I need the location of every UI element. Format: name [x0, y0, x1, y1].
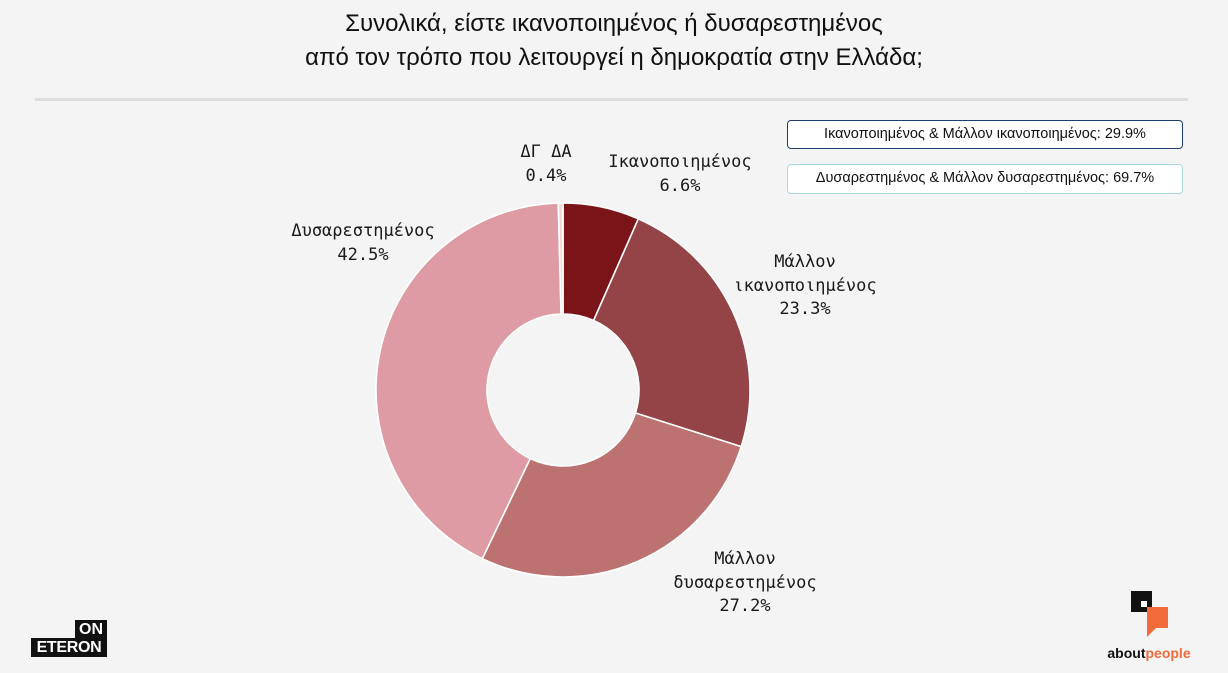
slice-value-label: 27.2% — [719, 596, 771, 617]
chart-title: Συνολικά, είστε ικανοποιημένος ή δυσαρεσ… — [305, 10, 923, 71]
donut-slice-dissatisfied — [375, 202, 562, 560]
aboutpeople-logo-icon — [1131, 591, 1168, 637]
aboutpeople-logo-text: aboutpeople — [1099, 644, 1199, 662]
logo-on-text: ON — [75, 620, 107, 638]
slice-label-group: Μάλλον ικανοποιημένος 23.3% — [720, 251, 890, 322]
title-divider — [35, 98, 1188, 101]
slice-label-group: Δυσαρεστημένος 42.5% — [278, 220, 448, 267]
annotation-dissatisfied-total: Δυσαρεστημένος & Μάλλον δυσαρεστημένος: … — [787, 164, 1183, 194]
slice-label-group: Ικανοποιημένος 6.6% — [595, 151, 765, 198]
slice-label-group: Μάλλον δυσαρεστημένος 27.2% — [660, 548, 830, 619]
slice-category-label: Δυσαρεστημένος — [291, 221, 435, 242]
logo-about-text: about — [1107, 645, 1146, 661]
slice-value-label: 42.5% — [337, 244, 389, 265]
annotation-satisfied-total: Ικανοποιημένος & Μάλλον ικανοποιημένος: … — [787, 120, 1183, 149]
donut-slice-rather-dissatisfied — [481, 412, 743, 578]
slice-category-label: ΔΓ ΔΑ — [520, 142, 572, 163]
slice-value-label: 23.3% — [779, 299, 831, 320]
donut-slice-rather-satisfied — [592, 218, 751, 448]
donut-slice-dont-know — [557, 202, 564, 315]
logo-people-text: people — [1145, 645, 1191, 661]
on-eteron-logo: ON ETERON — [31, 620, 107, 657]
logo-eteron-text: ETERON — [31, 638, 107, 657]
logo-orange-bubble — [1147, 607, 1168, 637]
slice-label-group: ΔΓ ΔΑ 0.4% — [461, 141, 631, 188]
slice-value-label: 6.6% — [659, 175, 701, 196]
slice-category-label: Ικανοποιημένος — [608, 152, 752, 173]
slice-value-label: 0.4% — [525, 165, 567, 186]
slice-category-label: Μάλλον δυσαρεστημένος — [673, 549, 817, 593]
slice-category-label: Μάλλον ικανοποιημένος — [733, 252, 877, 296]
logo-white-square — [1141, 601, 1147, 607]
